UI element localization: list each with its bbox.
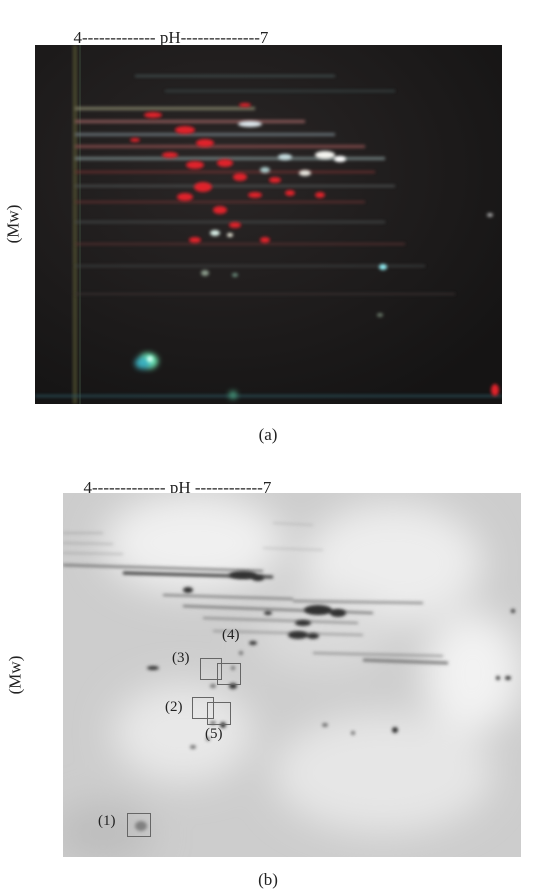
mw-label-a: (Mw) <box>3 204 23 244</box>
spot-label-1: (1) <box>98 813 116 829</box>
spot-box-5 <box>207 702 231 725</box>
gel-a-svg <box>35 45 502 404</box>
gel-image-b <box>63 493 521 857</box>
spot-box-2 <box>192 697 214 719</box>
gel-image-a <box>35 45 502 404</box>
ph-label-b: pH <box>169 478 191 497</box>
ph-dashes-right-b: ------------ <box>194 478 263 497</box>
ph-start-a: 4 <box>73 28 83 47</box>
ph-dashes-left-a: ------------- <box>82 28 156 47</box>
spot-label-3: (3) <box>172 650 190 666</box>
ph-start-b: 4 <box>83 478 93 497</box>
spot-box-1 <box>127 813 151 837</box>
ph-axis-a: 4------------- pH--------------7 <box>65 8 269 48</box>
ph-end-a: 7 <box>259 28 269 47</box>
ph-label-a: pH <box>159 28 181 47</box>
spot-label-4: (4) <box>222 627 240 643</box>
ph-axis-b: 4------------- pH ------------7 <box>75 458 272 498</box>
ph-dashes-left-b: ------------- <box>92 478 166 497</box>
ph-dashes-right-a: -------------- <box>180 28 260 47</box>
spot-label-2: (2) <box>165 699 183 715</box>
ph-end-b: 7 <box>262 478 272 497</box>
caption-b: (b) <box>258 870 278 889</box>
spot-label-5: (5) <box>205 726 223 742</box>
spot-box-4 <box>217 663 241 685</box>
gel-b-svg <box>63 493 521 857</box>
caption-a: (a) <box>258 425 278 444</box>
spot-box-3 <box>200 658 222 680</box>
mw-label-b: (Mw) <box>5 655 25 695</box>
